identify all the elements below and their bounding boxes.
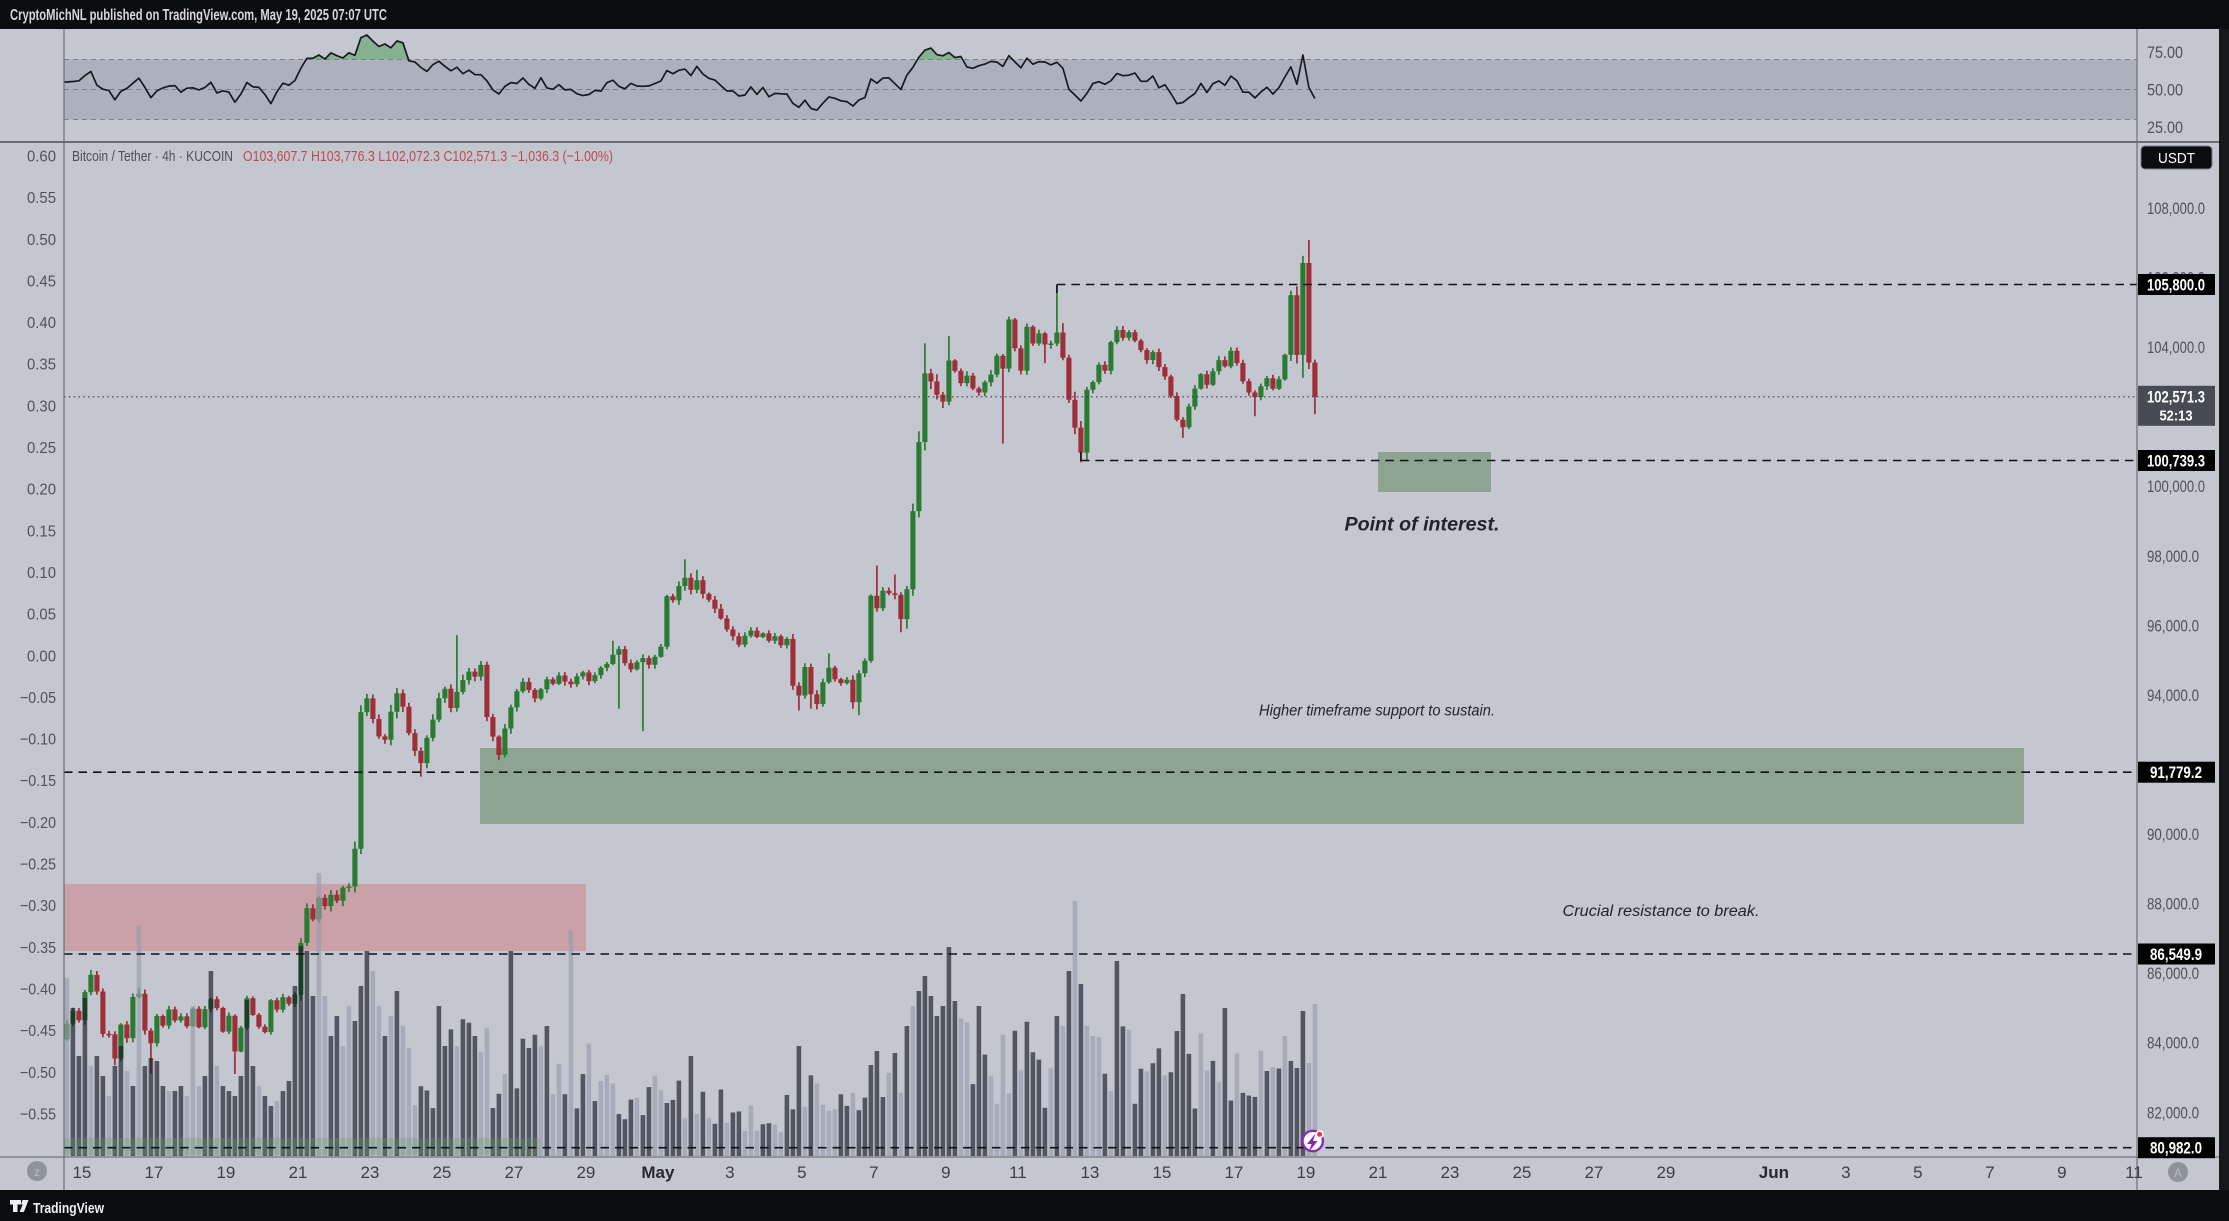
svg-text:25: 25: [432, 1163, 451, 1182]
svg-text:21: 21: [288, 1163, 307, 1182]
svg-text:−0.40: −0.40: [20, 982, 56, 999]
svg-text:9: 9: [941, 1163, 950, 1182]
svg-text:108,000.0: 108,000.0: [2147, 200, 2205, 218]
svg-text:82,000.0: 82,000.0: [2147, 1104, 2199, 1122]
svg-text:7: 7: [869, 1163, 878, 1182]
svg-text:−0.20: −0.20: [20, 815, 56, 832]
svg-text:11: 11: [1009, 1163, 1027, 1182]
svg-text:86,000.0: 86,000.0: [2147, 965, 2199, 983]
svg-text:23: 23: [360, 1163, 379, 1182]
svg-text:25: 25: [1512, 1163, 1531, 1182]
svg-text:23: 23: [1440, 1163, 1459, 1182]
svg-text:Higher timeframe support to su: Higher timeframe support to sustain.: [1259, 702, 1495, 719]
svg-text:25.00: 25.00: [2147, 119, 2183, 137]
svg-text:91,779.2: 91,779.2: [2150, 764, 2202, 782]
svg-text:A: A: [2174, 1166, 2182, 1180]
svg-text:90,000.0: 90,000.0: [2147, 826, 2199, 844]
svg-text:84,000.0: 84,000.0: [2147, 1035, 2199, 1053]
svg-text:52:13: 52:13: [2160, 407, 2193, 424]
svg-text:19: 19: [1296, 1163, 1315, 1182]
svg-text:CryptoMichNL published on Trad: CryptoMichNL published on TradingView.co…: [10, 7, 387, 24]
svg-text:27: 27: [504, 1163, 523, 1182]
svg-text:3: 3: [725, 1163, 734, 1182]
svg-text:9: 9: [2057, 1163, 2066, 1182]
svg-text:105,800.0: 105,800.0: [2147, 276, 2205, 294]
svg-text:−0.45: −0.45: [20, 1023, 56, 1040]
svg-text:102,571.3: 102,571.3: [2147, 388, 2205, 406]
svg-text:7: 7: [1985, 1163, 1994, 1182]
svg-text:15: 15: [72, 1163, 91, 1182]
svg-text:0.50: 0.50: [27, 232, 56, 249]
svg-text:−0.15: −0.15: [20, 773, 56, 790]
svg-text:0.55: 0.55: [27, 190, 56, 207]
svg-text:3: 3: [1841, 1163, 1850, 1182]
svg-text:0.35: 0.35: [27, 357, 56, 374]
svg-text:13: 13: [1080, 1163, 1099, 1182]
svg-text:0.30: 0.30: [27, 398, 56, 415]
svg-text:0.45: 0.45: [27, 273, 56, 290]
svg-text:19: 19: [216, 1163, 235, 1182]
svg-text:29: 29: [1656, 1163, 1675, 1182]
svg-text:17: 17: [144, 1163, 163, 1182]
svg-text:0.10: 0.10: [27, 565, 56, 582]
svg-text:−0.05: −0.05: [20, 690, 56, 707]
svg-text:0.15: 0.15: [27, 523, 56, 540]
svg-text:0.25: 0.25: [27, 440, 56, 457]
svg-text:−0.10: −0.10: [20, 732, 56, 749]
svg-text:100,000.0: 100,000.0: [2147, 478, 2205, 496]
svg-text:86,549.9: 86,549.9: [2150, 946, 2202, 964]
svg-text:Crucial resistance to break.: Crucial resistance to break.: [1563, 903, 1760, 920]
svg-text:104,000.0: 104,000.0: [2147, 339, 2205, 357]
svg-text:−0.50: −0.50: [20, 1065, 56, 1082]
svg-text:29: 29: [576, 1163, 595, 1182]
svg-text:0.00: 0.00: [27, 648, 56, 665]
svg-text:0.20: 0.20: [27, 482, 56, 499]
svg-text:11: 11: [2125, 1163, 2143, 1182]
svg-text:94,000.0: 94,000.0: [2147, 687, 2199, 705]
svg-text:0.40: 0.40: [27, 315, 56, 332]
svg-text:z: z: [34, 1165, 40, 1179]
svg-text:88,000.0: 88,000.0: [2147, 896, 2199, 914]
svg-text:5: 5: [797, 1163, 806, 1182]
svg-text:TradingView: TradingView: [33, 1200, 104, 1217]
svg-text:80,982.0: 80,982.0: [2150, 1140, 2202, 1158]
svg-text:75.00: 75.00: [2147, 44, 2183, 62]
svg-text:96,000.0: 96,000.0: [2147, 617, 2199, 635]
svg-text:98,000.0: 98,000.0: [2147, 548, 2199, 566]
svg-text:Jun: Jun: [1759, 1163, 1789, 1182]
svg-text:O103,607.7 H103,776.3 L102,072: O103,607.7 H103,776.3 L102,072.3 C102,57…: [243, 148, 613, 165]
svg-text:17: 17: [1224, 1163, 1243, 1182]
svg-text:50.00: 50.00: [2147, 82, 2183, 100]
svg-text:27: 27: [1584, 1163, 1603, 1182]
svg-text:21: 21: [1368, 1163, 1387, 1182]
svg-text:0.60: 0.60: [27, 149, 56, 166]
svg-text:5: 5: [1913, 1163, 1922, 1182]
svg-text:Bitcoin / Tether · 4h · KUCOIN: Bitcoin / Tether · 4h · KUCOIN: [72, 148, 233, 165]
svg-text:Point of interest.: Point of interest.: [1345, 515, 1500, 536]
svg-text:15: 15: [1152, 1163, 1171, 1182]
svg-text:USDT: USDT: [2158, 151, 2195, 167]
svg-text:−0.55: −0.55: [20, 1106, 56, 1123]
svg-text:−0.30: −0.30: [20, 898, 56, 915]
svg-text:100,739.3: 100,739.3: [2147, 452, 2205, 470]
svg-text:−0.25: −0.25: [20, 857, 56, 874]
svg-text:May: May: [641, 1163, 675, 1182]
svg-text:0.05: 0.05: [27, 607, 56, 624]
svg-text:−0.35: −0.35: [20, 940, 56, 957]
